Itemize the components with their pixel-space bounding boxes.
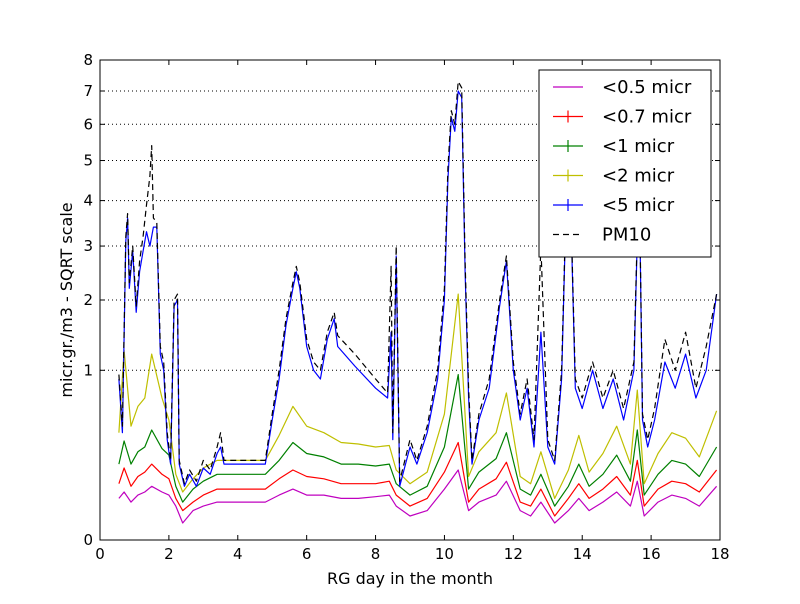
y-tick-label-0: 0	[83, 531, 93, 549]
y-tick-label-7: 7	[83, 82, 93, 100]
x-tick-label-0: 0	[95, 545, 105, 563]
series-layer	[118, 80, 718, 524]
x-tick-label-10: 10	[435, 545, 454, 563]
legend-box	[538, 69, 712, 258]
x-tick-label-8: 8	[371, 545, 381, 563]
x-axis-label: RG day in the month	[327, 569, 493, 588]
y-tick-label-1: 1	[83, 361, 93, 379]
y-tick-label-3: 3	[83, 237, 93, 255]
y-tick-label-4: 4	[83, 192, 93, 210]
x-tick-label-12: 12	[504, 545, 523, 563]
series-line-3	[118, 293, 718, 499]
legend-label-0: <0.5 micr	[602, 77, 692, 98]
y-axis-label: micr.gr./m3 - SQRT scale	[57, 202, 76, 397]
y-tick-label-2: 2	[83, 291, 93, 309]
series-line-0	[118, 469, 718, 524]
x-tick-label-14: 14	[573, 545, 592, 563]
x-tick-label-4: 4	[233, 545, 243, 563]
x-tick-label-6: 6	[302, 545, 312, 563]
x-tick-label-16: 16	[642, 545, 661, 563]
y-tick-label-6: 6	[83, 115, 93, 133]
x-tick-label-2: 2	[164, 545, 174, 563]
legend: <0.5 micr <0.7 micr <1 micr <2 micr <5 micr P…	[538, 69, 712, 258]
y-tick-label-8: 8	[83, 51, 93, 69]
series-line-1	[118, 441, 718, 517]
legend-label-5: PM10	[602, 225, 651, 246]
legend-label-2: <1 micr	[602, 136, 675, 157]
series-line-4	[118, 90, 718, 487]
legend-label-1: <0.7 micr	[602, 107, 692, 128]
series-line-5	[118, 80, 718, 485]
x-tick-label-18: 18	[710, 545, 729, 563]
series-line-2	[118, 374, 718, 507]
y-tick-label-5: 5	[83, 152, 93, 170]
legend-label-4: <5 micr	[602, 195, 675, 216]
legend-label-3: <2 micr	[602, 166, 675, 187]
